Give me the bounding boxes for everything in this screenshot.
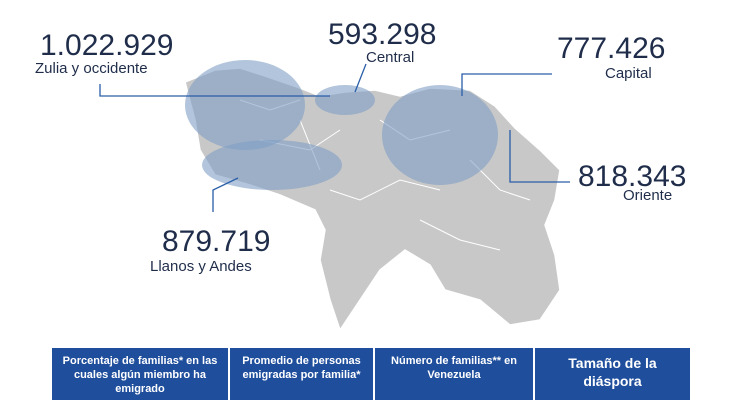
header-cell: Tamaño de la diáspora — [535, 348, 690, 400]
header-cell: Porcentaje de familias* en las cuales al… — [52, 348, 230, 400]
region-name: Llanos y Andes — [150, 258, 252, 275]
region-highlight — [315, 85, 375, 115]
region-name: Oriente — [623, 187, 672, 204]
region-value: 593.298 — [328, 18, 436, 51]
header-cell: Número de familias** en Venezuela — [375, 348, 535, 400]
region-highlight — [202, 140, 342, 190]
map: 1.022.929 Zulia y occidente 593.298 Cent… — [35, 18, 686, 332]
region-highlight — [185, 60, 305, 150]
table-header: Porcentaje de familias* en las cuales al… — [52, 348, 690, 400]
region-value: 879.719 — [162, 225, 270, 258]
region-name: Central — [366, 49, 414, 66]
callout-line — [461, 73, 552, 96]
callout-line — [212, 177, 239, 212]
callout-line — [354, 63, 367, 93]
region-value: 818.343 — [578, 160, 686, 193]
callout-line — [99, 84, 330, 97]
region-value: 777.426 — [557, 32, 665, 65]
region-highlight — [382, 85, 498, 185]
region-name: Zulia y occidente — [35, 60, 148, 77]
region-name: Capital — [605, 65, 652, 82]
callout-lines — [99, 63, 570, 212]
header-cell: Promedio de personas emigradas por famil… — [230, 348, 375, 400]
region-value: 1.022.929 — [40, 29, 173, 62]
callout-line — [509, 130, 570, 183]
